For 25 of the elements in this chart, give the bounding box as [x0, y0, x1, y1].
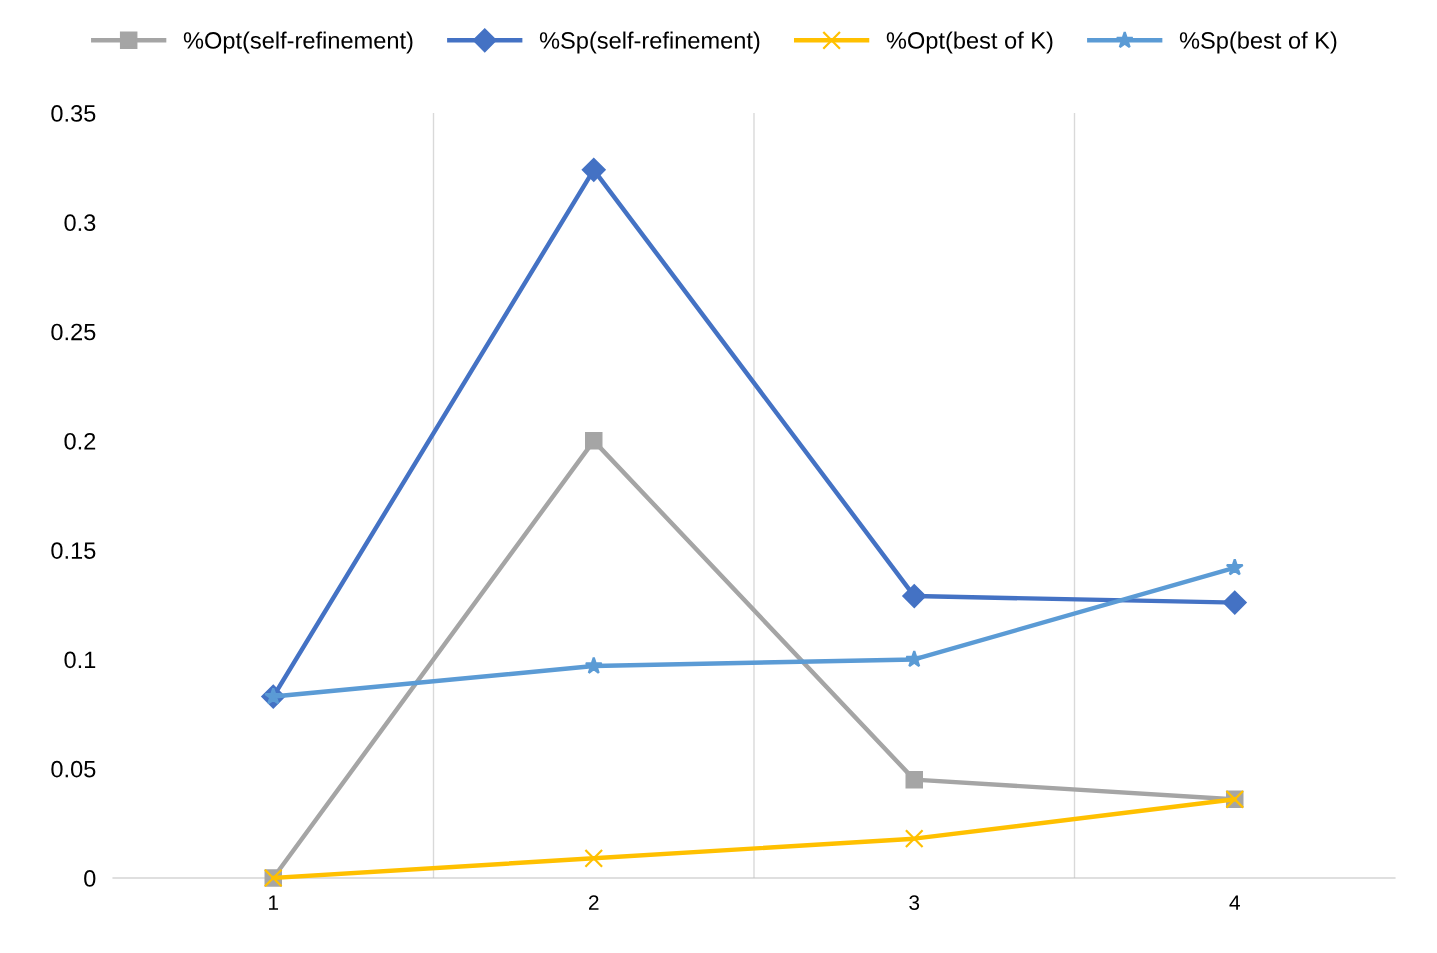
legend-label: %Sp(self-refinement)	[539, 31, 760, 54]
y-tick-label: 0.2	[64, 432, 96, 450]
point	[905, 770, 923, 789]
point	[584, 656, 603, 674]
point	[1222, 590, 1247, 615]
y-tick-label: 0.1	[64, 651, 96, 669]
point	[1225, 558, 1244, 576]
y-tick-label: 0	[84, 870, 96, 887]
point	[581, 157, 606, 182]
x-tick-label: 3	[909, 895, 920, 910]
x-tick-label: 2	[589, 895, 599, 910]
x-tick-label: 4	[1229, 895, 1240, 910]
legend-label: %Opt(self-refinement)	[183, 31, 413, 54]
legend-label: %Opt(best of K)	[886, 31, 1053, 54]
legend-label: %Sp(best of K)	[1179, 31, 1337, 54]
point	[904, 829, 924, 849]
point	[902, 584, 927, 608]
y-tick-label: 0.3	[64, 214, 96, 232]
point	[584, 848, 604, 868]
point	[585, 432, 603, 450]
y-tick-label: 0.05	[51, 760, 96, 778]
y-tick-label: 0.35	[51, 105, 96, 122]
y-tick-label: 0.25	[51, 323, 96, 341]
y-tick-label: 0.15	[51, 542, 96, 559]
x-tick-label: 1	[269, 895, 279, 910]
